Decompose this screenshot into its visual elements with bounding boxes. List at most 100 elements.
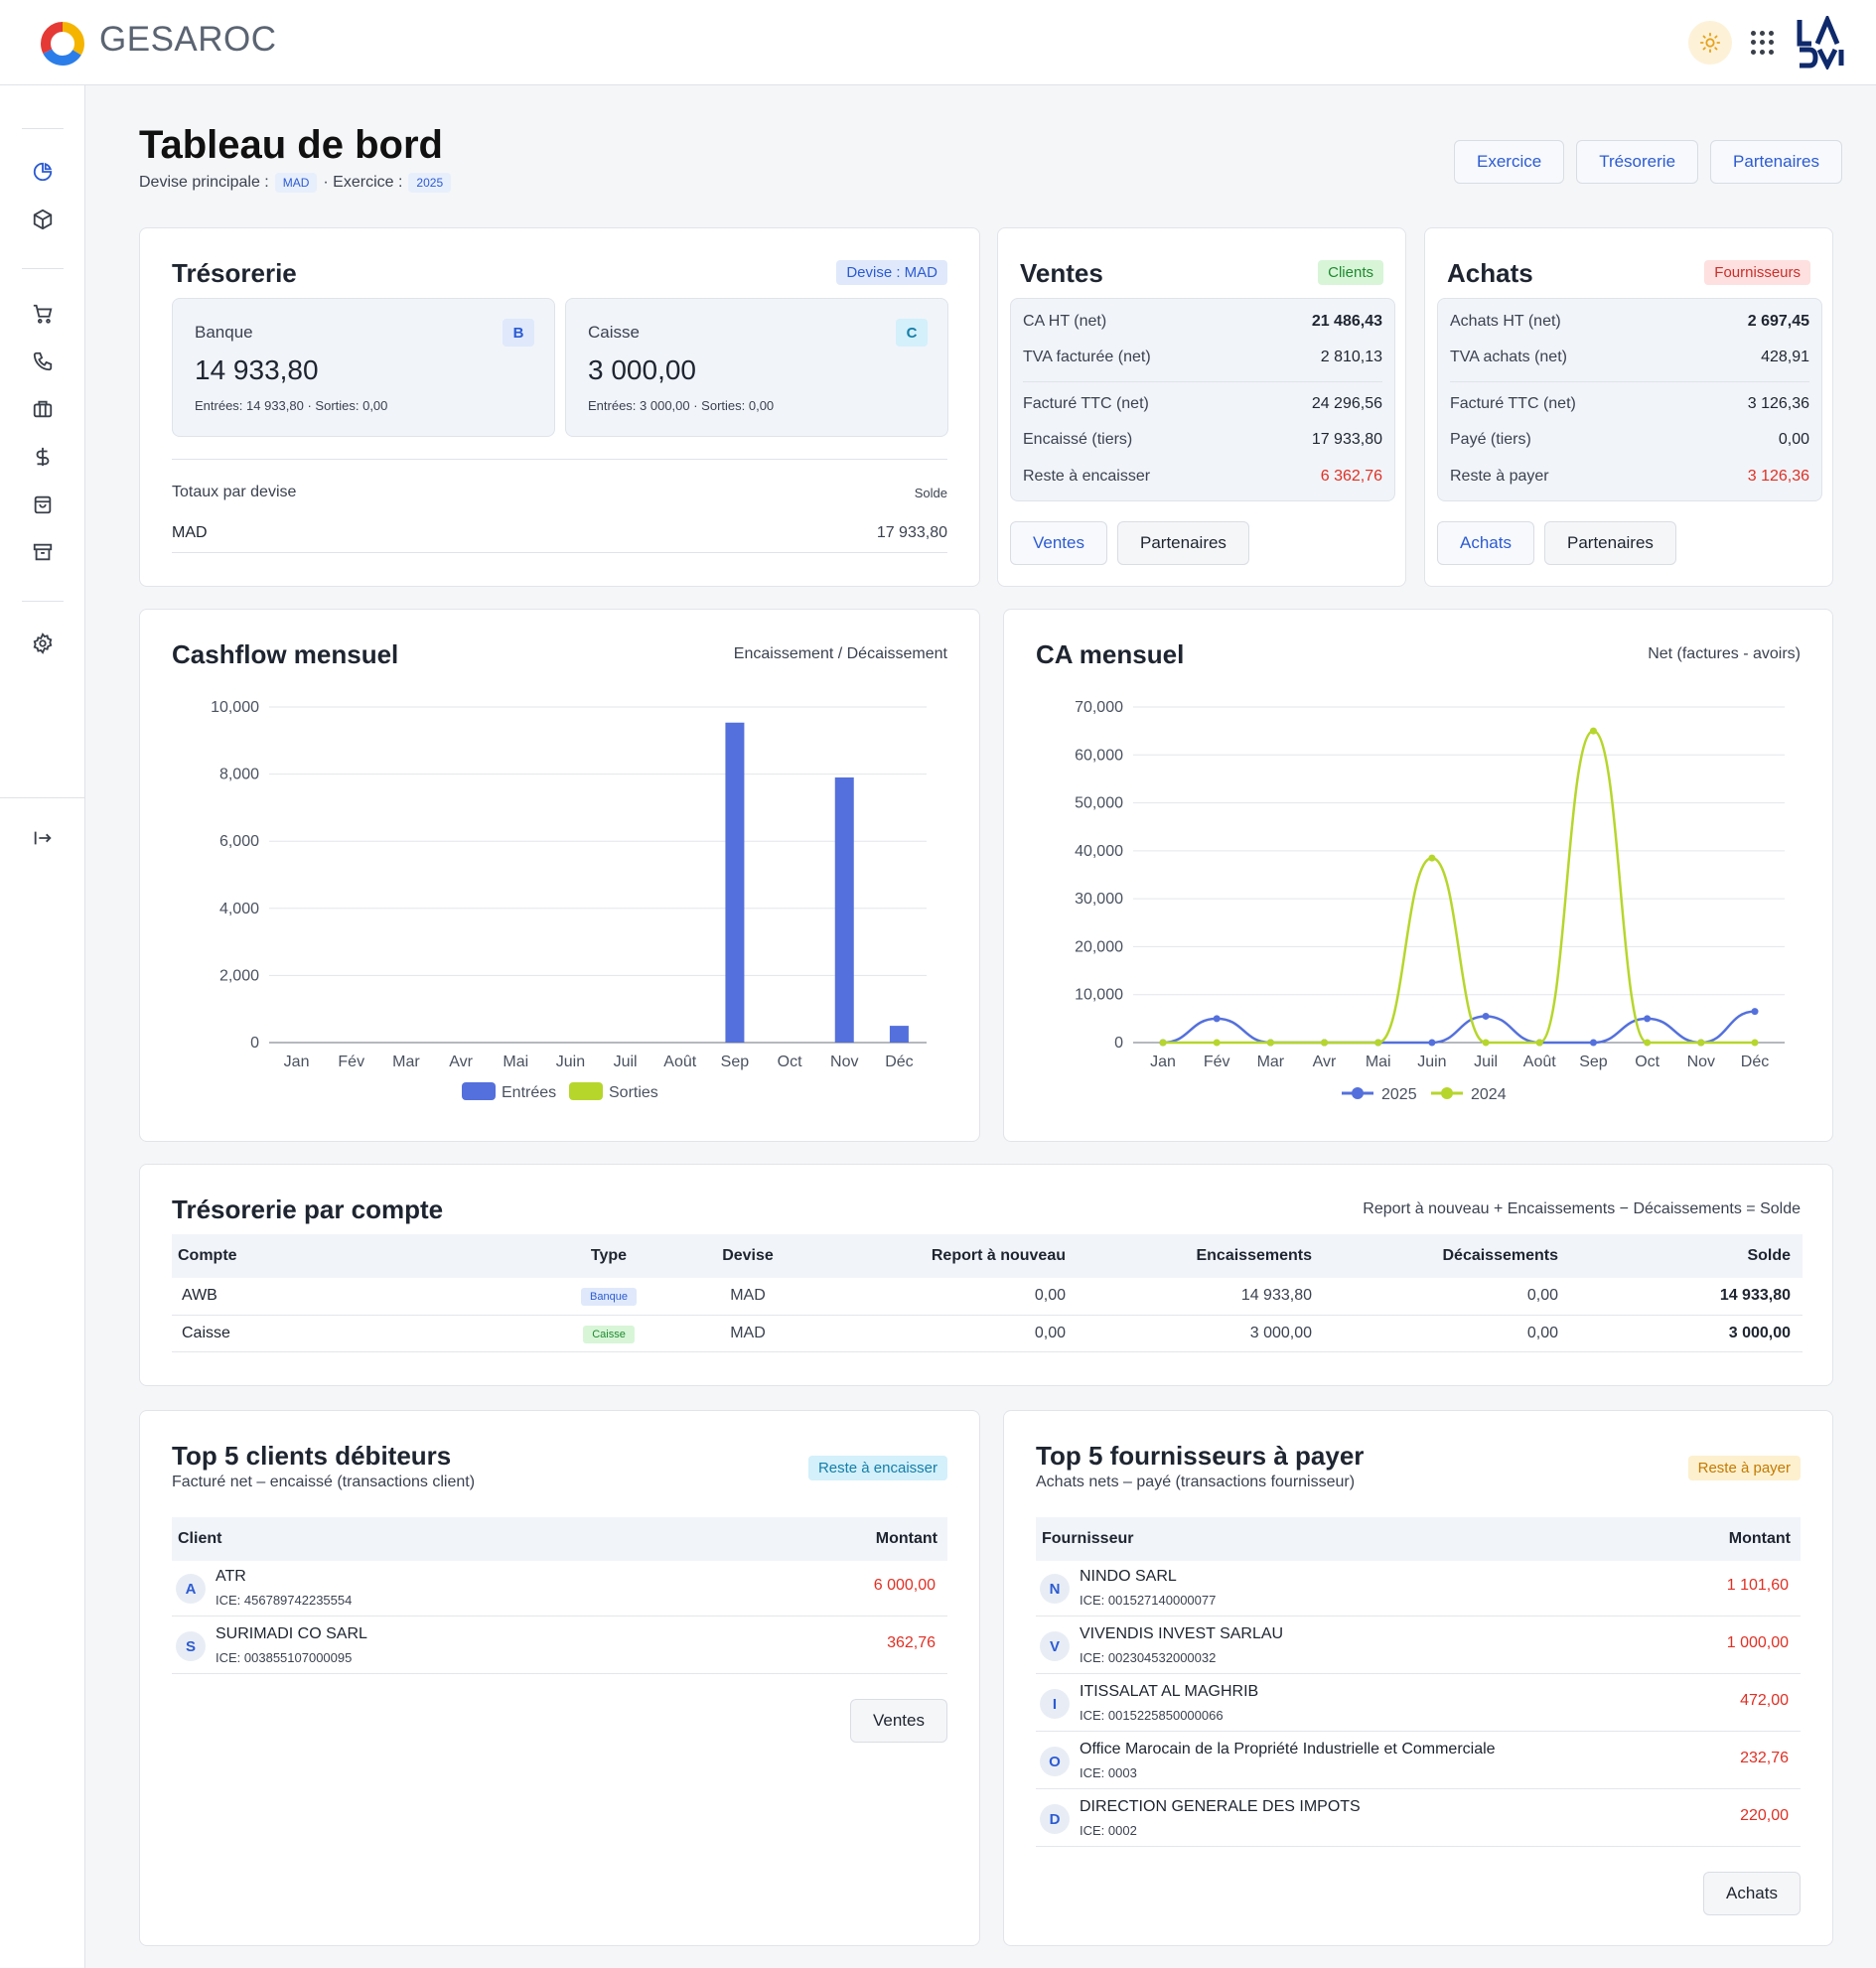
x-tick-label: Avr bbox=[1313, 1054, 1337, 1070]
cell-report: 0,00 bbox=[827, 1278, 1066, 1316]
solde-label: Solde bbox=[914, 486, 947, 500]
x-tick-label: Jan bbox=[284, 1054, 310, 1070]
partenaires-button[interactable]: Partenaires bbox=[1117, 521, 1249, 565]
col-encaissements: Encaissements bbox=[1066, 1234, 1312, 1278]
col-fournisseur: Fournisseur bbox=[1042, 1530, 1134, 1547]
x-tick-label: Mar bbox=[1257, 1054, 1285, 1070]
dollar-icon[interactable] bbox=[31, 445, 55, 469]
card-title: CA mensuel bbox=[1036, 639, 1185, 669]
y-tick-label: 60,000 bbox=[1075, 747, 1123, 764]
ventes-button[interactable]: Ventes bbox=[1010, 521, 1107, 565]
expand-sidebar-icon[interactable] bbox=[31, 826, 55, 850]
data-point bbox=[1751, 1008, 1759, 1016]
amount: 6 000,00 bbox=[873, 1577, 936, 1594]
col-client: Client bbox=[178, 1530, 222, 1547]
partner-ice: ICE: 002304532000032 bbox=[1080, 1650, 1217, 1665]
ventes-summary: CA HT (net) 21 486,43 TVA facturée (net) 2… bbox=[1010, 298, 1395, 501]
kv-row: Reste à payer 3 126,36 bbox=[1450, 468, 1809, 485]
col-decaissements: Décaissements bbox=[1312, 1234, 1558, 1278]
col-type: Type bbox=[549, 1234, 668, 1278]
sun-icon bbox=[1699, 32, 1721, 54]
card-title: Trésorerie bbox=[172, 258, 297, 288]
card-subtitle: Achats nets – payé (transactions fournis… bbox=[1036, 1474, 1356, 1490]
partner-name: ITISSALAT AL MAGHRIB bbox=[1080, 1683, 1259, 1700]
company-logo[interactable] bbox=[1796, 16, 1851, 70]
cell-solde: 3 000,00 bbox=[1558, 1315, 1803, 1352]
partner-name: VIVENDIS INVEST SARLAU bbox=[1080, 1625, 1284, 1642]
list-item[interactable]: O Office Marocain de la Propriété Industr… bbox=[1036, 1734, 1801, 1789]
exercice-button[interactable]: Exercice bbox=[1454, 140, 1565, 184]
banque-account-card[interactable]: Banque B 14 933,80 Entrées: 14 933,80 · … bbox=[172, 298, 555, 437]
box-icon[interactable] bbox=[31, 208, 55, 231]
data-point bbox=[1482, 1012, 1490, 1020]
account-flows: Entrées: 3 000,00 · Sorties: 0,00 bbox=[588, 398, 775, 413]
caisse-account-card[interactable]: Caisse C 3 000,00 Entrées: 3 000,00 · So… bbox=[565, 298, 948, 437]
card-title: Ventes bbox=[1020, 258, 1103, 288]
data-point bbox=[1428, 854, 1436, 862]
kv-row: TVA facturée (net) 2 810,13 bbox=[1023, 349, 1382, 365]
list-item[interactable]: V VIVENDIS INVEST SARLAU ICE: 002304532000… bbox=[1036, 1618, 1801, 1674]
kv-row: Facturé TTC (net) 24 296,56 bbox=[1023, 395, 1382, 412]
cell-compte: Caisse bbox=[172, 1315, 549, 1352]
partenaires-button[interactable]: Partenaires bbox=[1710, 140, 1842, 184]
data-point bbox=[1428, 1039, 1436, 1047]
list-item[interactable]: D DIRECTION GENERALE DES IMPOTS ICE: 0002 2… bbox=[1036, 1791, 1801, 1847]
avatar: I bbox=[1040, 1689, 1070, 1719]
x-tick-label: Déc bbox=[885, 1054, 913, 1070]
achats-button[interactable]: Achats bbox=[1437, 521, 1534, 565]
divider bbox=[1023, 381, 1382, 382]
x-tick-label: Mar bbox=[392, 1054, 420, 1070]
table-header-row: Fournisseur Montant bbox=[1036, 1517, 1801, 1561]
amount: 1 000,00 bbox=[1726, 1634, 1789, 1651]
currency-badge: MAD bbox=[274, 173, 318, 193]
list-item[interactable]: A ATR ICE: 456789742235554 6 000,00 bbox=[172, 1561, 947, 1617]
table-row[interactable]: AWB Banque MAD 0,00 14 933,80 0,00 14 93… bbox=[172, 1278, 1803, 1316]
cart-icon[interactable] bbox=[31, 302, 55, 326]
y-tick-label: 0 bbox=[1114, 1035, 1123, 1052]
card-title: Top 5 fournisseurs à payer bbox=[1036, 1441, 1365, 1471]
shopping-bag-icon[interactable] bbox=[31, 492, 55, 516]
bar-entrées bbox=[725, 722, 745, 1043]
account-balance: 14 933,80 bbox=[195, 354, 319, 385]
apps-grid-icon[interactable] bbox=[1750, 30, 1776, 56]
table-row[interactable]: Caisse Caisse MAD 0,00 3 000,00 0,00 3 0… bbox=[172, 1315, 1803, 1352]
cashflow-bar-chart: 0 2,000 4,000 6,000 8,000 10,000 Jan Fév Mar Avr M… bbox=[211, 699, 927, 1101]
theme-toggle-button[interactable] bbox=[1688, 21, 1732, 65]
avatar: V bbox=[1040, 1631, 1070, 1661]
top-clients-card: Top 5 clients débiteurs Facturé net – en… bbox=[139, 1410, 980, 1946]
archive-icon[interactable] bbox=[31, 540, 55, 564]
achats-button[interactable]: Achats bbox=[1703, 1872, 1801, 1915]
list-item[interactable]: I ITISSALAT AL MAGHRIB ICE: 00152258500000… bbox=[1036, 1676, 1801, 1732]
kv-row: CA HT (net) 21 486,43 bbox=[1023, 313, 1382, 330]
sidebar-divider bbox=[22, 268, 64, 269]
list-item[interactable]: N NINDO SARL ICE: 001527140000077 1 101,60 bbox=[1036, 1561, 1801, 1617]
header-actions: Exercice Trésorerie Partenaires bbox=[1454, 140, 1842, 184]
brand-name: GESAROC bbox=[99, 20, 277, 59]
data-point bbox=[1321, 1039, 1329, 1047]
briefcase-icon[interactable] bbox=[31, 397, 55, 421]
dashboard-icon[interactable] bbox=[31, 160, 55, 184]
ca-mensuel-line-chart: 0 10,000 20,000 30,000 40,000 50,000 60,000 70,… bbox=[1075, 699, 1785, 1103]
kv-row: Payé (tiers) 0,00 bbox=[1450, 431, 1809, 448]
col-devise: Devise bbox=[668, 1234, 827, 1278]
sidebar-divider bbox=[0, 797, 85, 798]
phone-icon[interactable] bbox=[31, 350, 55, 373]
chart-subtitle: Net (factures - avoirs) bbox=[1648, 645, 1801, 662]
page-subtitle: Devise principale : MAD · Exercice : 202… bbox=[139, 173, 452, 193]
cell-encaissements: 3 000,00 bbox=[1066, 1315, 1312, 1352]
account-balance: 3 000,00 bbox=[588, 354, 696, 385]
ca-mensuel-card: CA mensuel Net (factures - avoirs) 0 10,0… bbox=[1003, 609, 1833, 1142]
tresorerie-button[interactable]: Trésorerie bbox=[1576, 140, 1699, 184]
col-compte: Compte bbox=[172, 1234, 549, 1278]
partner-ice: ICE: 001527140000077 bbox=[1080, 1593, 1217, 1608]
legend-marker bbox=[1441, 1087, 1453, 1099]
gear-icon[interactable] bbox=[31, 632, 55, 655]
partner-name: DIRECTION GENERALE DES IMPOTS bbox=[1080, 1798, 1361, 1815]
partenaires-button[interactable]: Partenaires bbox=[1543, 521, 1676, 565]
ventes-button[interactable]: Ventes bbox=[850, 1699, 947, 1743]
y-tick-label: 10,000 bbox=[1075, 987, 1123, 1004]
account-type-tag: B bbox=[503, 319, 534, 347]
list-item[interactable]: S SURIMADI CO SARL ICE: 003855107000095 362… bbox=[172, 1618, 947, 1674]
data-point bbox=[1266, 1039, 1274, 1047]
accounts-table: Compte Type Devise Report à nouveau Enca… bbox=[172, 1234, 1803, 1352]
